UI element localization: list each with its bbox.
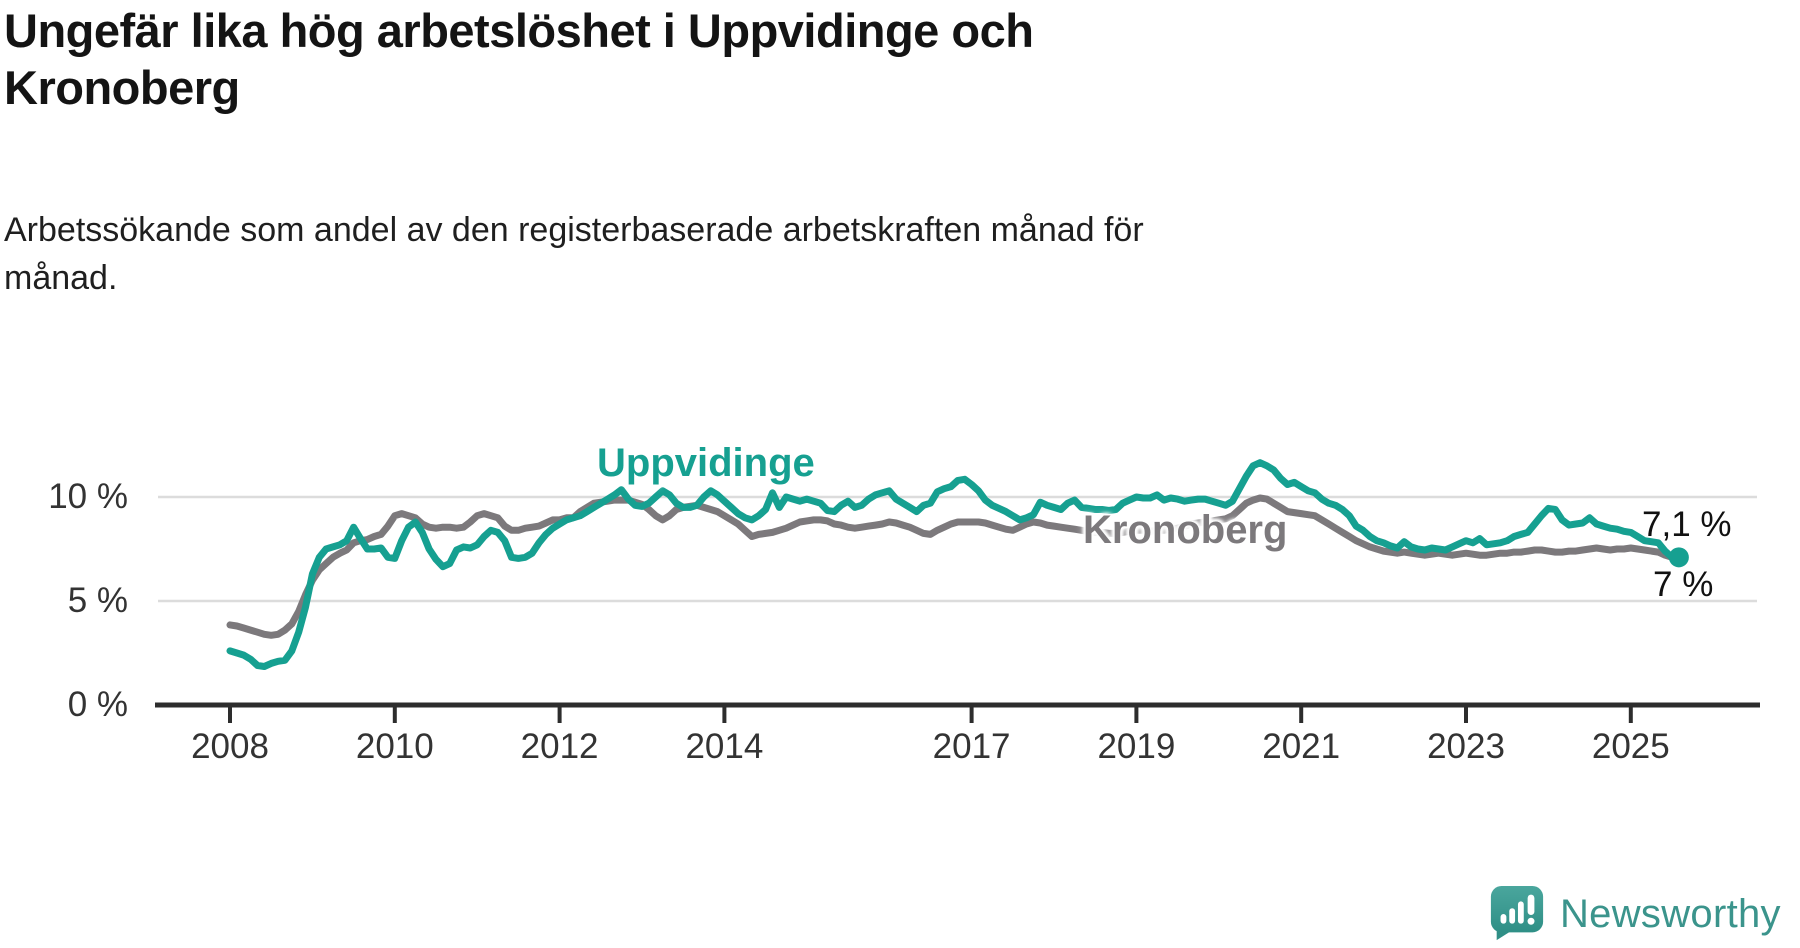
x-tick-label: 2008 <box>191 727 269 766</box>
x-tick-label: 2010 <box>355 727 434 766</box>
end-value-label-uppvidinge: 7,1 % <box>1642 505 1732 544</box>
x-tick-label: 2025 <box>1591 727 1670 766</box>
x-tick-label: 2014 <box>685 727 764 766</box>
series-label-kronoberg: Kronoberg <box>1083 508 1288 552</box>
series-line-uppvidinge <box>226 459 1683 670</box>
y-tick-label: 10 % <box>48 477 128 516</box>
series-line-kronoberg <box>226 494 1683 639</box>
end-value-label-kronoberg: 7 % <box>1653 565 1714 604</box>
last-point-dot <box>1668 547 1689 568</box>
page-subtitle: Arbetssökande som andel av den registerb… <box>4 211 1144 297</box>
x-tick-label: 2021 <box>1262 727 1341 766</box>
newsworthy-icon <box>1490 885 1544 941</box>
newsworthy-wordmark: Newsworthy <box>1560 891 1781 936</box>
x-tick-label: 2019 <box>1097 727 1176 766</box>
y-tick-label: 5 % <box>67 581 128 620</box>
y-tick-label: 0 % <box>67 685 128 724</box>
x-tick-label: 2012 <box>520 727 599 766</box>
series-label-uppvidinge: Uppvidinge <box>597 441 815 485</box>
newsworthy-logo: Newsworthy <box>1488 884 1781 944</box>
x-tick-label: 2023 <box>1427 727 1505 766</box>
page-title: Ungefär lika hög arbetslöshet i Uppvidin… <box>4 4 1034 115</box>
x-tick-label: 2017 <box>932 727 1011 766</box>
